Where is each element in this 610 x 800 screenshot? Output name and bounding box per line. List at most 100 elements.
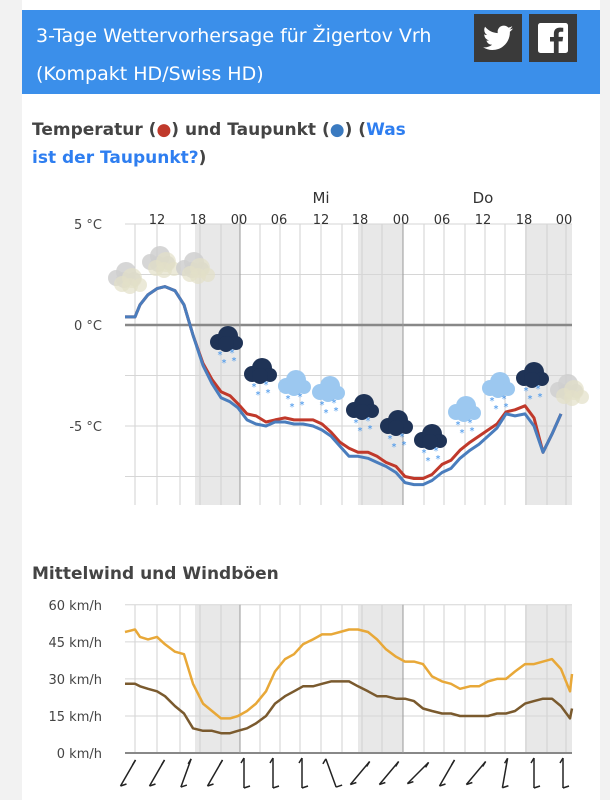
snowflake: * <box>494 404 499 415</box>
hour-tick-label: 12 <box>475 213 492 228</box>
night-snow-icon: * ** * <box>210 326 243 369</box>
day-label: Do <box>473 189 494 207</box>
cloud-shape <box>190 268 206 284</box>
wind-direction-arrow <box>501 757 509 789</box>
arrow-barb <box>502 785 509 789</box>
snowflake: * <box>222 358 227 369</box>
snowflake: * <box>290 402 295 413</box>
night-snow-icon: * ** * <box>346 394 379 437</box>
dewpoint-info-link[interactable]: Was <box>366 120 406 140</box>
snow-icon: * ** * <box>312 376 345 419</box>
snow-icon: * ** * <box>278 370 311 413</box>
arrow-head <box>481 761 487 767</box>
arrow-shaft <box>501 758 509 788</box>
title-text: ) ( <box>344 120 367 140</box>
hour-tick-label: 12 <box>313 213 330 228</box>
arrow-barb <box>379 781 386 786</box>
hour-tick-label: 06 <box>271 213 288 228</box>
snowflake: * <box>358 426 363 437</box>
twitter-share-button[interactable] <box>474 14 522 62</box>
snowflake: * <box>470 426 475 437</box>
snowflake: * <box>264 380 269 391</box>
arrow-barb <box>149 783 156 787</box>
snowflake: * <box>298 392 303 403</box>
hour-tick-label: 06 <box>434 213 451 228</box>
snowflake: * <box>456 420 461 431</box>
wind-direction-arrow <box>438 759 456 787</box>
snowflake: * <box>320 400 325 411</box>
hour-tick-label: 12 <box>149 213 166 228</box>
snowflake: * <box>504 402 509 413</box>
cloud-shape <box>456 406 472 422</box>
temperature-section-title: Temperatur (●) und Taupunkt (●) (Was <box>32 117 406 143</box>
snowflake: * <box>300 400 305 411</box>
arrow-barb <box>301 785 309 789</box>
gust-line <box>124 628 574 720</box>
arrow-barb <box>207 783 214 787</box>
arrow-head <box>160 759 166 766</box>
arrow-barb <box>335 784 343 788</box>
arrow-shaft <box>378 761 400 785</box>
snowflake: * <box>388 434 393 445</box>
cloud-shape <box>490 382 506 398</box>
wind-direction-arrow <box>322 758 343 788</box>
dewpoint-dot-icon: ● <box>329 120 345 140</box>
arrow-shaft <box>325 758 337 788</box>
snowflake: * <box>490 396 495 407</box>
arrow-shaft <box>349 761 371 785</box>
y-tick-label: 30 km/h <box>49 673 103 688</box>
cloud-shape <box>218 336 234 352</box>
arrow-barb <box>439 783 446 787</box>
snowflake: * <box>436 454 441 465</box>
wind-direction-arrow <box>269 757 280 789</box>
snowflake: * <box>536 384 541 395</box>
arrow-head <box>218 759 224 766</box>
y-tick-label: -5 °C <box>69 420 102 435</box>
wind-direction-arrow <box>119 759 137 787</box>
arrow-shaft <box>180 758 192 788</box>
wind-direction-arrow <box>148 759 166 787</box>
snowflake: * <box>366 416 371 427</box>
arrow-shaft <box>465 761 487 785</box>
arrow-head <box>269 757 274 764</box>
wind-direction-arrow <box>349 761 371 786</box>
temperature-dot-icon: ● <box>156 120 172 140</box>
day-label: Mi <box>312 189 329 207</box>
arrow-barb <box>272 785 280 789</box>
arrow-barb <box>533 785 541 789</box>
twitter-icon <box>483 25 513 50</box>
arrow-shaft <box>406 761 430 785</box>
wind-direction-arrow <box>378 761 400 786</box>
snowflake: * <box>334 406 339 417</box>
snowflake: * <box>528 394 533 405</box>
hour-tick-label: 00 <box>556 213 573 228</box>
snowflake: * <box>426 456 431 467</box>
page-subtitle: (Kompakt HD/Swiss HD) <box>36 63 264 85</box>
wind-line <box>125 680 574 735</box>
cloud-shape <box>388 420 404 436</box>
title-text: ) und Taupunkt ( <box>171 120 330 140</box>
night-snow-icon: * ** * <box>244 358 277 401</box>
hour-tick-label: 00 <box>393 213 410 228</box>
dewpoint-info-link-cont[interactable]: ist der Taupunkt? <box>32 148 199 168</box>
cloud-shape <box>252 368 268 384</box>
cloudy-icon <box>108 262 147 294</box>
snowflake: * <box>524 386 529 397</box>
cloudy-icon <box>142 246 181 278</box>
snowflake: * <box>400 432 405 443</box>
hour-tick-label: 00 <box>231 213 248 228</box>
arrow-head <box>131 759 137 766</box>
snowflake: * <box>402 440 407 451</box>
snowflake: * <box>422 448 427 459</box>
y-tick-label: 45 km/h <box>49 636 103 651</box>
cloud-shape <box>286 380 302 396</box>
hour-tick-label: 18 <box>352 213 369 228</box>
page-title: 3-Tage Wettervorhersage für Žigertov Vrh <box>36 25 432 47</box>
wind-direction-arrow <box>180 758 192 788</box>
hour-tick-label: 18 <box>516 213 533 228</box>
facebook-share-button[interactable] <box>529 14 577 62</box>
arrow-barb <box>243 785 251 789</box>
wind-direction-arrow <box>559 757 570 789</box>
cloud-shape <box>156 262 172 278</box>
